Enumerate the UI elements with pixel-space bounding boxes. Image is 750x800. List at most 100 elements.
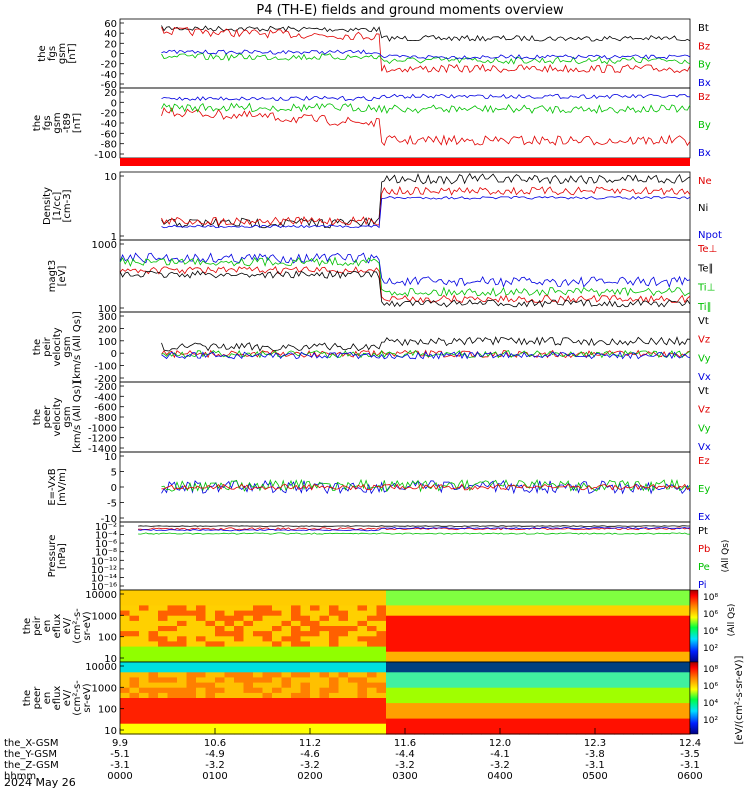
spectrogram-cell — [566, 672, 577, 678]
spectrogram-cell — [167, 620, 178, 627]
spectrogram-cell — [224, 682, 235, 689]
spectrogram-cell — [405, 610, 416, 617]
spectrogram-cell — [348, 682, 359, 689]
spectrogram-cell — [205, 677, 216, 684]
spectrogram-cell — [462, 610, 473, 617]
spectrogram-cell — [310, 687, 321, 694]
spectrogram-cell — [281, 723, 292, 730]
spectrogram-cell — [462, 590, 473, 596]
spectrogram-cell — [186, 590, 197, 596]
spectrogram-cell — [243, 595, 254, 601]
spectrogram-cell — [614, 677, 625, 684]
spectrogram-cell — [595, 641, 606, 648]
time-axis-value: -3.5 — [680, 749, 700, 760]
spectrogram-cell — [148, 631, 159, 637]
spectrogram-cell — [120, 692, 131, 699]
y-axis-label: Pressure[nPa] — [47, 535, 68, 578]
spectrogram-cell — [291, 610, 302, 617]
spectrogram-cell — [139, 605, 150, 612]
spectrogram-cell — [528, 641, 539, 648]
spectrogram-cell — [443, 682, 454, 689]
trace-line — [161, 336, 691, 352]
spectrogram-cell — [186, 692, 197, 699]
spectrogram-cell — [519, 605, 530, 612]
spectrogram-cell — [642, 713, 653, 720]
spectrogram-cell — [443, 641, 454, 648]
spectrogram-cell — [120, 615, 131, 622]
spectrogram-cell — [205, 595, 216, 601]
y-axis-label-line: E=-VxB — [47, 468, 58, 505]
spectrogram-cell — [500, 692, 511, 699]
spectrogram-cell — [262, 615, 273, 622]
spectrogram-cell — [253, 615, 264, 622]
spectrogram-cell — [253, 626, 264, 632]
spectrogram-cell — [338, 600, 349, 606]
spectrogram-cell — [557, 631, 568, 637]
spectrogram-cell — [224, 728, 235, 735]
spectrogram-cell — [547, 703, 558, 709]
spectrogram-cell — [500, 713, 511, 720]
spectrogram-cell — [196, 610, 207, 617]
spectrogram-cell — [139, 718, 150, 725]
spectrogram-cell — [348, 590, 359, 596]
spectrogram-cell — [538, 708, 549, 714]
spectrogram-cell — [481, 610, 492, 617]
spectrogram-cell — [576, 728, 587, 735]
spectrogram-cell — [414, 656, 425, 663]
spectrogram-cell — [557, 595, 568, 601]
spectrogram-cell — [557, 620, 568, 627]
spectrogram-cell — [262, 600, 273, 606]
spectrogram-cell — [538, 713, 549, 720]
spectrogram-cell — [158, 656, 169, 663]
spectrogram-cell — [234, 631, 245, 637]
y-axis-label: thefgsgsm[nT] — [37, 43, 78, 64]
spectrogram-cell — [158, 718, 169, 725]
spectrogram-cell — [671, 590, 682, 596]
spectrogram-cell — [585, 662, 596, 668]
spectrogram-cell — [471, 615, 482, 622]
spectrogram-cell — [576, 703, 587, 709]
spectrogram-cell — [509, 677, 520, 684]
spectrogram-cell — [528, 662, 539, 668]
spectrogram-cell — [557, 687, 568, 694]
spectrogram-cell — [433, 651, 444, 658]
spectrogram-cell — [367, 692, 378, 699]
spectrogram-cell — [205, 636, 216, 642]
spectrogram-cell — [452, 662, 463, 668]
spectrogram-cell — [433, 626, 444, 632]
spectrogram-cell — [566, 615, 577, 622]
spectrogram-cell — [310, 667, 321, 673]
spectrogram-cell — [566, 641, 577, 648]
spectrogram-cell — [642, 728, 653, 735]
spectrogram-cell — [452, 708, 463, 714]
spectrogram-cell — [481, 590, 492, 596]
spectrogram-cell — [319, 626, 330, 632]
spectrogram-cell — [357, 610, 368, 617]
spectrogram-cell — [414, 631, 425, 637]
spectrogram-cell — [585, 718, 596, 725]
spectrogram-cell — [329, 646, 340, 653]
y-tick-label: 0 — [111, 50, 117, 61]
spectrogram-cell — [291, 723, 302, 730]
y-tick-label: -80 — [101, 140, 117, 151]
spectrogram-cell — [680, 692, 691, 699]
spectrogram-cell — [576, 590, 587, 596]
spectrogram-cell — [329, 703, 340, 709]
spectrogram-cell — [158, 662, 169, 668]
spectrogram-cell — [614, 672, 625, 678]
spectrogram-cell — [623, 728, 634, 735]
spectrogram-cell — [386, 723, 397, 730]
spectrogram-cell — [633, 667, 644, 673]
spectrogram-cell — [300, 667, 311, 673]
spectrogram-cell — [585, 687, 596, 694]
spectrogram-cell — [376, 610, 387, 617]
spectrogram-cell — [414, 672, 425, 678]
spectrogram-cell — [519, 656, 530, 663]
legend-entry: Ey — [698, 484, 710, 495]
spectrogram-cell — [481, 703, 492, 709]
spectrogram-cell — [604, 728, 615, 735]
spectrogram-cell — [424, 610, 435, 617]
spectrogram-cell — [671, 631, 682, 637]
spectrogram-cell — [443, 703, 454, 709]
spectrogram-cell — [595, 662, 606, 668]
